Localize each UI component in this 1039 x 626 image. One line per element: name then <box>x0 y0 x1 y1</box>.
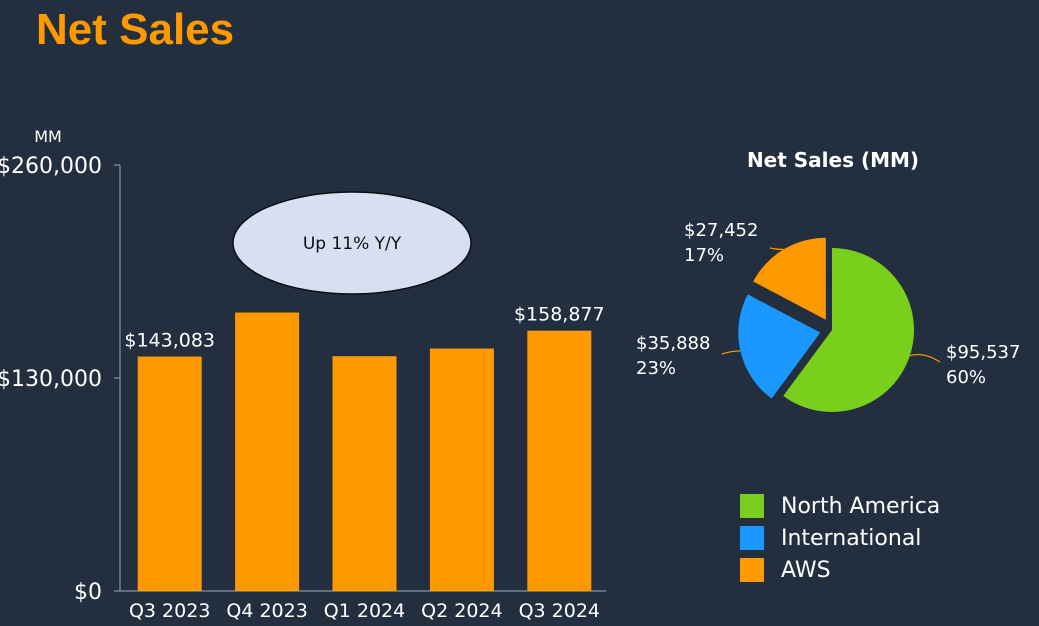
pie-slice <box>738 294 821 399</box>
y-tick-label: $0 <box>74 580 102 605</box>
bar-data-label: $158,877 <box>514 304 605 326</box>
bar <box>429 348 494 591</box>
leader-line <box>909 353 941 363</box>
x-tick-label: Q2 2024 <box>421 600 502 622</box>
legend-swatch <box>740 494 764 518</box>
pie-value-label: $35,888 <box>636 333 710 354</box>
x-tick-label: Q3 2023 <box>129 600 210 622</box>
legend-swatch <box>740 558 764 582</box>
bar <box>527 330 592 591</box>
annotation-text: Up 11% Y/Y <box>303 234 402 254</box>
legend-item-aws: AWS <box>740 554 940 586</box>
x-tick-label: Q1 2024 <box>324 600 405 622</box>
pie-percent-label: 23% <box>636 358 676 379</box>
leader-line <box>769 247 784 251</box>
pie-legend: North America International AWS <box>740 490 940 586</box>
pie-percent-label: 17% <box>684 245 724 266</box>
legend-label: International <box>781 525 922 551</box>
legend-swatch <box>740 526 764 550</box>
legend-item-international: International <box>740 522 940 554</box>
bar <box>332 356 397 591</box>
pie-percent-label: 60% <box>946 367 986 388</box>
pie-title: Net Sales (MM) <box>747 148 919 172</box>
y-unit-label: MM <box>34 127 62 146</box>
x-tick-label: Q4 2023 <box>226 600 307 622</box>
legend-item-north-america: North America <box>740 490 940 522</box>
annotation-bubble <box>232 191 472 295</box>
pie-slice <box>783 248 914 412</box>
x-tick-label: Q3 2024 <box>519 600 600 622</box>
legend-label: North America <box>781 493 941 519</box>
page-title: Net Sales <box>36 5 235 54</box>
bar <box>137 356 202 591</box>
pie-value-label: $27,452 <box>684 220 758 241</box>
pie-value-label: $95,537 <box>946 342 1020 363</box>
leader-line <box>721 350 741 355</box>
y-tick-label: $130,000 <box>0 367 102 392</box>
pie-slice <box>753 237 826 320</box>
y-tick-label: $260,000 <box>0 154 102 179</box>
bar-data-label: $143,083 <box>124 330 215 352</box>
bar <box>235 312 300 591</box>
legend-label: AWS <box>781 557 831 583</box>
